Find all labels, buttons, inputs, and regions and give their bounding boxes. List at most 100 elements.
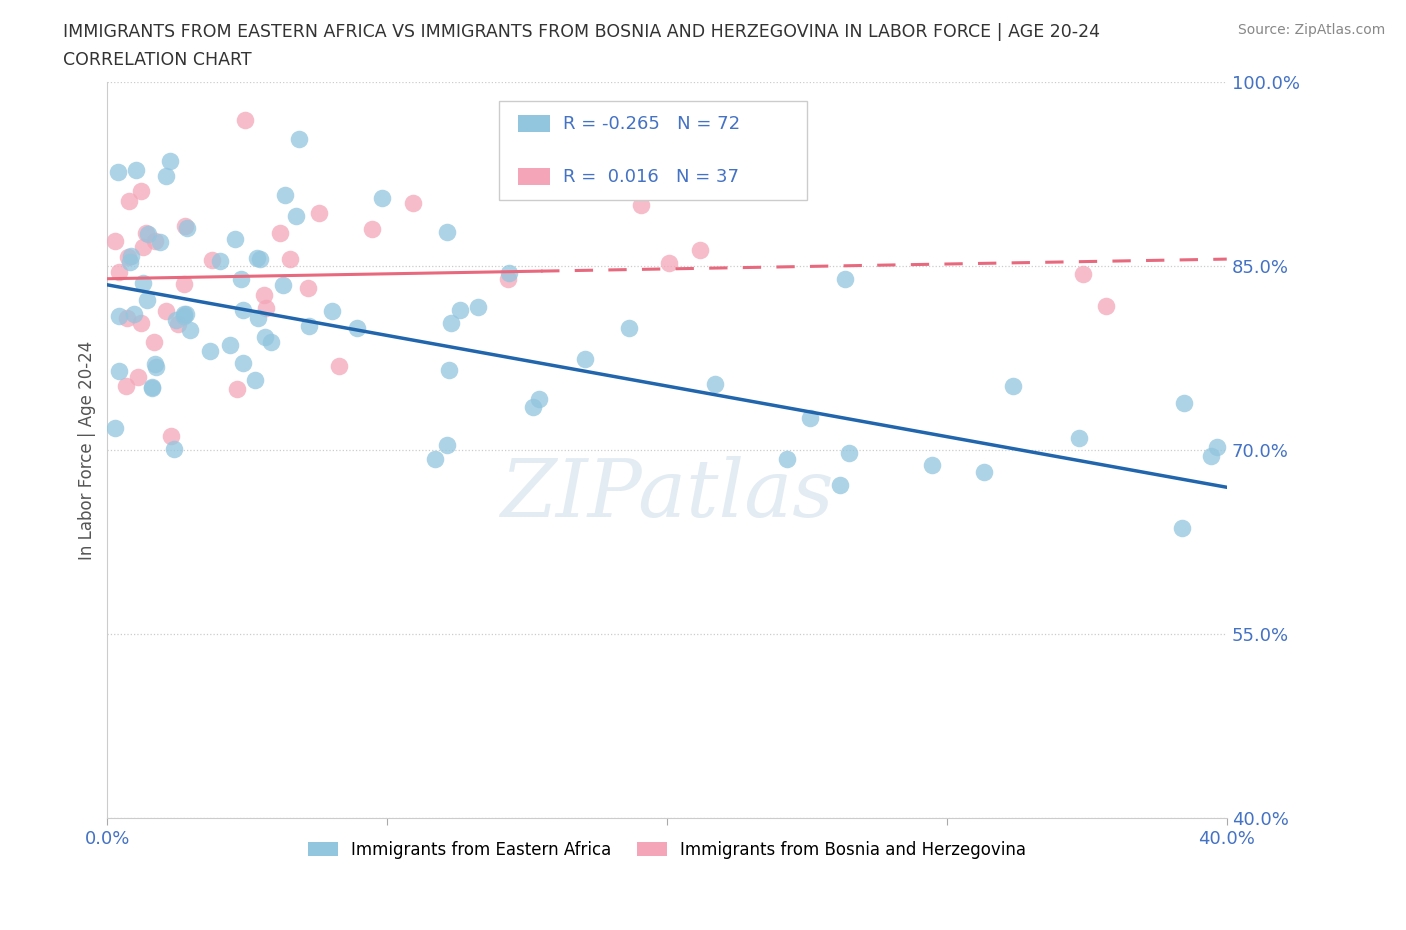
Point <box>167 316 190 331</box>
Point <box>115 311 138 325</box>
Point <box>297 318 319 333</box>
Point <box>921 458 943 472</box>
Point <box>308 206 330 220</box>
Point <box>467 299 489 314</box>
Point <box>224 232 246 246</box>
Point <box>104 233 127 248</box>
Point <box>107 364 129 379</box>
Point <box>1206 439 1229 454</box>
Point <box>249 251 271 266</box>
Point <box>120 248 142 263</box>
Point <box>135 225 157 240</box>
Point <box>273 278 295 293</box>
Point <box>361 221 384 236</box>
Point <box>498 266 520 281</box>
Point <box>346 321 368 336</box>
Point <box>1067 431 1090 445</box>
Point <box>246 251 269 266</box>
Legend: Immigrants from Eastern Africa, Immigrants from Bosnia and Herzegovina: Immigrants from Eastern Africa, Immigran… <box>301 834 1032 865</box>
Point <box>114 379 136 394</box>
Point <box>159 428 181 443</box>
Point <box>131 239 153 254</box>
Point <box>118 194 141 209</box>
Point <box>149 234 172 249</box>
Point <box>235 113 257 127</box>
Point <box>371 190 394 205</box>
Point <box>630 198 652 213</box>
Point <box>229 272 252 286</box>
Point <box>527 392 550 406</box>
Point <box>253 287 276 302</box>
Text: CORRELATION CHART: CORRELATION CHART <box>63 51 252 69</box>
Point <box>201 252 224 267</box>
Point <box>278 252 301 267</box>
Point <box>703 377 725 392</box>
Point <box>1001 379 1024 393</box>
FancyBboxPatch shape <box>499 100 807 200</box>
Point <box>253 330 276 345</box>
Point <box>176 220 198 235</box>
Point <box>232 303 254 318</box>
Point <box>226 381 249 396</box>
Point <box>1095 299 1118 313</box>
Point <box>247 311 270 325</box>
Point <box>104 420 127 435</box>
Point <box>231 355 253 370</box>
Point <box>174 307 197 322</box>
Point <box>141 379 163 394</box>
Point <box>1071 266 1094 281</box>
Point <box>107 165 129 179</box>
Point <box>269 225 291 240</box>
Point <box>436 225 458 240</box>
Point <box>165 312 187 327</box>
Point <box>155 168 177 183</box>
Point <box>179 323 201 338</box>
Point <box>136 293 159 308</box>
Point <box>124 163 146 178</box>
Point <box>321 303 343 318</box>
Point <box>138 226 160 241</box>
Point <box>143 233 166 248</box>
Point <box>254 300 277 315</box>
Text: R =  0.016   N = 37: R = 0.016 N = 37 <box>562 167 740 186</box>
Point <box>328 359 350 374</box>
Y-axis label: In Labor Force | Age 20-24: In Labor Force | Age 20-24 <box>79 340 96 560</box>
Point <box>658 256 681 271</box>
Point <box>155 303 177 318</box>
Point <box>219 338 242 352</box>
Point <box>143 357 166 372</box>
Point <box>173 308 195 323</box>
Point <box>127 369 149 384</box>
Point <box>108 309 131 324</box>
Point <box>159 153 181 168</box>
FancyBboxPatch shape <box>519 115 550 132</box>
Point <box>107 264 129 279</box>
Point <box>1171 521 1194 536</box>
Point <box>439 362 461 377</box>
Point <box>274 188 297 203</box>
Point <box>973 465 995 480</box>
Point <box>773 151 796 166</box>
Point <box>297 280 319 295</box>
FancyBboxPatch shape <box>519 168 550 185</box>
Point <box>288 132 311 147</box>
Text: IMMIGRANTS FROM EASTERN AFRICA VS IMMIGRANTS FROM BOSNIA AND HERZEGOVINA IN LABO: IMMIGRANTS FROM EASTERN AFRICA VS IMMIGR… <box>63 23 1101 41</box>
Point <box>439 315 461 330</box>
Point <box>1201 448 1223 463</box>
Point <box>496 272 519 286</box>
Point <box>173 276 195 291</box>
Point <box>285 208 308 223</box>
Point <box>141 380 163 395</box>
Point <box>617 321 640 336</box>
Point <box>1173 395 1195 410</box>
Point <box>122 306 145 321</box>
Point <box>132 275 155 290</box>
Point <box>260 335 283 350</box>
Point <box>522 400 544 415</box>
Point <box>117 250 139 265</box>
Point <box>145 360 167 375</box>
Point <box>129 316 152 331</box>
Point <box>834 272 856 286</box>
Point <box>174 219 197 233</box>
Point <box>142 335 165 350</box>
